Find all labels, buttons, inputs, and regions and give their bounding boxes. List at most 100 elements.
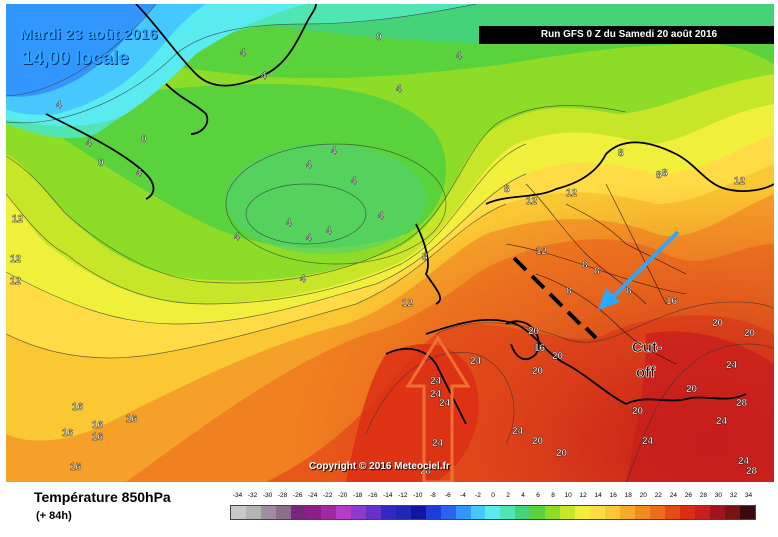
color-scale-tick-label: 22 — [654, 492, 662, 499]
legend-title: Température 850hPa — [34, 489, 171, 505]
color-scale-swatch — [350, 506, 366, 519]
temperature-map: 0 0 0 4 4 4 4 4 4 4 4 4 4 4 4 4 4 4 4 8 — [6, 4, 774, 482]
color-scale-swatch — [365, 506, 381, 519]
isotherm-label: 20 — [744, 328, 756, 339]
band-26 — [346, 344, 479, 482]
color-scale-tick-label: -26 — [292, 492, 303, 499]
blue-arrow-head — [598, 288, 620, 310]
color-scale-swatch — [290, 506, 306, 519]
color-scale-bar — [230, 505, 756, 520]
coastlines — [45, 4, 774, 425]
isotherm-label: 16 — [92, 432, 104, 443]
isotherm-label: 16 — [62, 428, 74, 439]
isotherm-label: 12 — [10, 276, 22, 287]
color-scale-swatch — [590, 506, 606, 519]
color-scale-tick-label: -28 — [277, 492, 288, 499]
color-scale-swatch — [425, 506, 441, 519]
isotherm-label: 16 — [72, 402, 84, 413]
color-scale-swatch — [530, 506, 546, 519]
color-scale-tick-label: 12 — [579, 492, 587, 499]
isotherm-label: 12 — [536, 246, 548, 257]
isotherm-label: 20 — [532, 436, 544, 447]
color-scale-swatch — [635, 506, 651, 519]
isotherm-label: 24 — [470, 356, 482, 367]
isotherm-label: 20 — [556, 448, 568, 459]
color-scale-tick-label: 2 — [506, 492, 510, 499]
isotherm-label: 0 — [98, 158, 104, 169]
color-scale-swatch — [680, 506, 696, 519]
color-scale-tick-label: -10 — [413, 492, 423, 499]
isotherm-label: 8 — [626, 286, 632, 297]
color-scale-swatch — [320, 506, 336, 519]
isotherm-label: 12 — [566, 188, 578, 199]
blue-arrow-shaft — [608, 230, 680, 302]
color-scale-swatch — [380, 506, 396, 519]
isotherm-label: 4 — [240, 48, 246, 59]
isotherm-label: 24 — [430, 376, 442, 387]
color-scale-swatch — [545, 506, 561, 519]
color-scale-swatch — [560, 506, 576, 519]
isotherm-label: 24 — [726, 360, 738, 371]
color-scale-tick-label: 18 — [624, 492, 632, 499]
isotherm-label: 12 — [12, 214, 24, 225]
color-scale-swatch — [410, 506, 426, 519]
forecast-date: Mardi 23 août 2016 — [20, 26, 158, 43]
isotherm-label: 20 — [632, 406, 644, 417]
isotherm-label: 12 — [402, 298, 414, 309]
isotherm-label: 20 — [532, 366, 544, 377]
color-scale-tick-label: 4 — [521, 492, 525, 499]
color-scale-tick-label: 20 — [639, 492, 647, 499]
legend: Température 850hPa (+ 84h) -34 -32 -30 -28-… — [0, 482, 778, 537]
band-28 — [626, 331, 774, 482]
isotherm-label: 20 — [712, 318, 724, 329]
color-scale-tick-label: 16 — [609, 492, 617, 499]
isotherm-label: 28 — [736, 398, 748, 409]
color-scale-tick-label: 32 — [729, 492, 738, 499]
isotherm-label: 4 — [286, 218, 292, 229]
isotherm-label: 24 — [716, 416, 728, 427]
isotherm-label: 28 — [420, 466, 432, 477]
isotherm-label: 20 — [552, 351, 564, 362]
isotherm-label: 8 — [504, 184, 510, 195]
color-scale-swatch — [620, 506, 636, 519]
color-scale-tick-label: 28 — [699, 492, 708, 499]
isotherm-label: 8 — [594, 266, 600, 277]
cutoff-label-line1: Cut- — [632, 339, 662, 356]
isotherm-label-layer: 0 0 0 4 4 4 4 4 4 4 4 4 4 4 4 4 4 4 4 8 — [10, 32, 758, 477]
color-scale-tick-label: -14 — [383, 492, 393, 499]
isotherm-label: 24 — [439, 398, 451, 409]
color-scale-swatch — [395, 506, 411, 519]
color-scale-tick-label: 26 — [684, 492, 692, 499]
trough-dashed-line — [512, 256, 598, 340]
isotherm-label: 16 — [666, 296, 678, 307]
color-scale-tick-label: 30 — [714, 492, 723, 499]
color-scale-swatch — [455, 506, 471, 519]
isotherm-label: 4 — [86, 138, 92, 149]
isotherm-label: 24 — [738, 456, 750, 467]
isotherm-label: 8 — [662, 168, 668, 179]
isotherm-label: 4 — [234, 232, 240, 243]
isotherm-label: 16 — [534, 343, 546, 354]
color-scale-swatch — [710, 506, 725, 519]
isotherm-label: 4 — [306, 160, 312, 171]
color-scale-swatch — [335, 506, 351, 519]
isotherm-label: 28 — [746, 466, 758, 477]
color-scale-tick-label: -32 — [247, 492, 258, 499]
isotherm-label: 0 — [141, 134, 147, 145]
color-scale-swatch — [275, 506, 291, 519]
color-scale-swatch — [231, 506, 246, 519]
color-scale-swatch — [470, 506, 486, 519]
color-scale-swatch — [739, 506, 755, 519]
isotherm-label: 4 — [331, 146, 337, 157]
color-scale-labels: -34 -32 -30 -28 -26 -24 -22 -20 -18 -16 -14 -12 -10-… — [230, 492, 756, 503]
color-scale-tick-label: -16 — [368, 492, 378, 499]
isotherm-label: 4 — [56, 100, 62, 111]
isotherm-label: 4 — [378, 211, 384, 222]
isotherm-label: 4 — [456, 51, 462, 62]
borders — [505, 183, 687, 365]
isotherm-label: 12 — [526, 196, 538, 207]
isotherm-label: 4 — [306, 233, 312, 244]
color-scale-tick-label: 6 — [536, 492, 540, 499]
color-scale-tick-label: -30 — [262, 492, 273, 499]
